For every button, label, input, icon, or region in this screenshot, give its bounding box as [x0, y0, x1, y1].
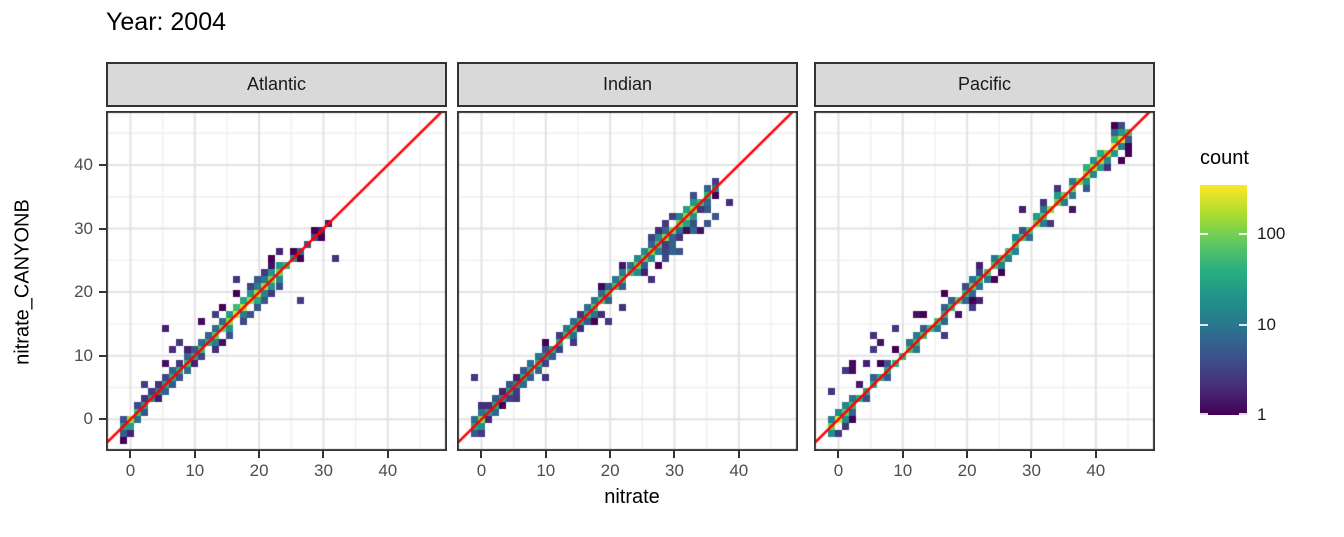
legend-tick-label: 1 — [1257, 405, 1267, 424]
y-tick-label: 0 — [83, 409, 93, 429]
x-tick-mark — [386, 451, 389, 458]
legend-colorbar — [1200, 185, 1247, 415]
x-tick-mark — [837, 451, 840, 458]
x-tick-mark — [544, 451, 547, 458]
y-tick-label: 20 — [74, 282, 93, 302]
x-tick-label: 30 — [313, 461, 333, 480]
x-tick-mark — [480, 451, 483, 458]
panel-canvas-atlantic — [106, 111, 447, 451]
y-tick-mark — [99, 227, 106, 230]
legend-tick-mark — [1239, 323, 1247, 326]
y-tick-label: 40 — [74, 155, 93, 175]
facet-strip-label: Pacific — [957, 74, 1011, 94]
x-tick-mark — [129, 451, 132, 458]
facet-strip-atlantic: Atlantic — [106, 62, 447, 107]
x-tick-mark — [609, 451, 612, 458]
legend-tick-label: 100 — [1257, 224, 1286, 244]
x-tick-label: 20 — [249, 461, 269, 480]
x-tick-label: 0 — [476, 461, 487, 480]
x-tick-mark — [322, 451, 325, 458]
x-tick-label: 40 — [1086, 461, 1106, 480]
legend-tick-mark — [1200, 233, 1208, 236]
x-tick-label: 30 — [1021, 461, 1041, 480]
x-tick-mark — [1030, 451, 1033, 458]
x-tick-label: 10 — [893, 461, 913, 480]
legend-tick-mark — [1239, 413, 1247, 415]
y-tick-mark — [99, 418, 106, 421]
y-tick-label: 30 — [74, 218, 93, 238]
facet-strip-label: Indian — [602, 74, 653, 94]
x-tick-label: 0 — [833, 461, 844, 480]
x-tick-mark — [737, 451, 740, 458]
plot-title: Year: 2004 — [106, 8, 227, 36]
facet-pacific: Pacific — [814, 0, 1155, 537]
x-tick-mark — [1094, 451, 1097, 458]
facet-strip-pacific: Pacific — [814, 62, 1155, 107]
panel-canvas-indian — [457, 111, 798, 451]
legend-tick-label: 10 — [1257, 314, 1276, 334]
legend-tick-mark — [1239, 233, 1247, 236]
y-tick-mark — [99, 354, 106, 357]
x-tick-mark — [258, 451, 261, 458]
legend-tick-mark — [1200, 413, 1208, 415]
panel-canvas-pacific — [814, 111, 1155, 451]
legend-title: count — [1200, 147, 1249, 169]
x-tick-label: 40 — [729, 461, 749, 480]
y-tick-label: 10 — [74, 345, 93, 365]
x-tick-mark — [966, 451, 969, 458]
facet-indian: Indian — [457, 0, 798, 537]
x-tick-mark — [673, 451, 676, 458]
facet-strip-label: Atlantic — [246, 74, 307, 94]
x-tick-label: 30 — [664, 461, 684, 480]
x-tick-label: 10 — [185, 461, 205, 480]
x-axis-title: nitrate — [604, 486, 660, 508]
x-tick-mark — [901, 451, 904, 458]
x-tick-label: 20 — [957, 461, 977, 480]
x-tick-label: 40 — [378, 461, 398, 480]
facet-atlantic: Atlantic — [106, 0, 447, 537]
y-tick-mark — [99, 291, 106, 294]
x-tick-label: 10 — [536, 461, 556, 480]
x-tick-label: 0 — [125, 461, 136, 480]
facet-strip-indian: Indian — [457, 62, 798, 107]
legend-tick-mark — [1200, 323, 1208, 326]
y-tick-mark — [99, 164, 106, 167]
x-tick-label: 20 — [600, 461, 620, 480]
x-tick-mark — [193, 451, 196, 458]
y-axis-title: nitrate_CANYONB — [11, 199, 34, 365]
